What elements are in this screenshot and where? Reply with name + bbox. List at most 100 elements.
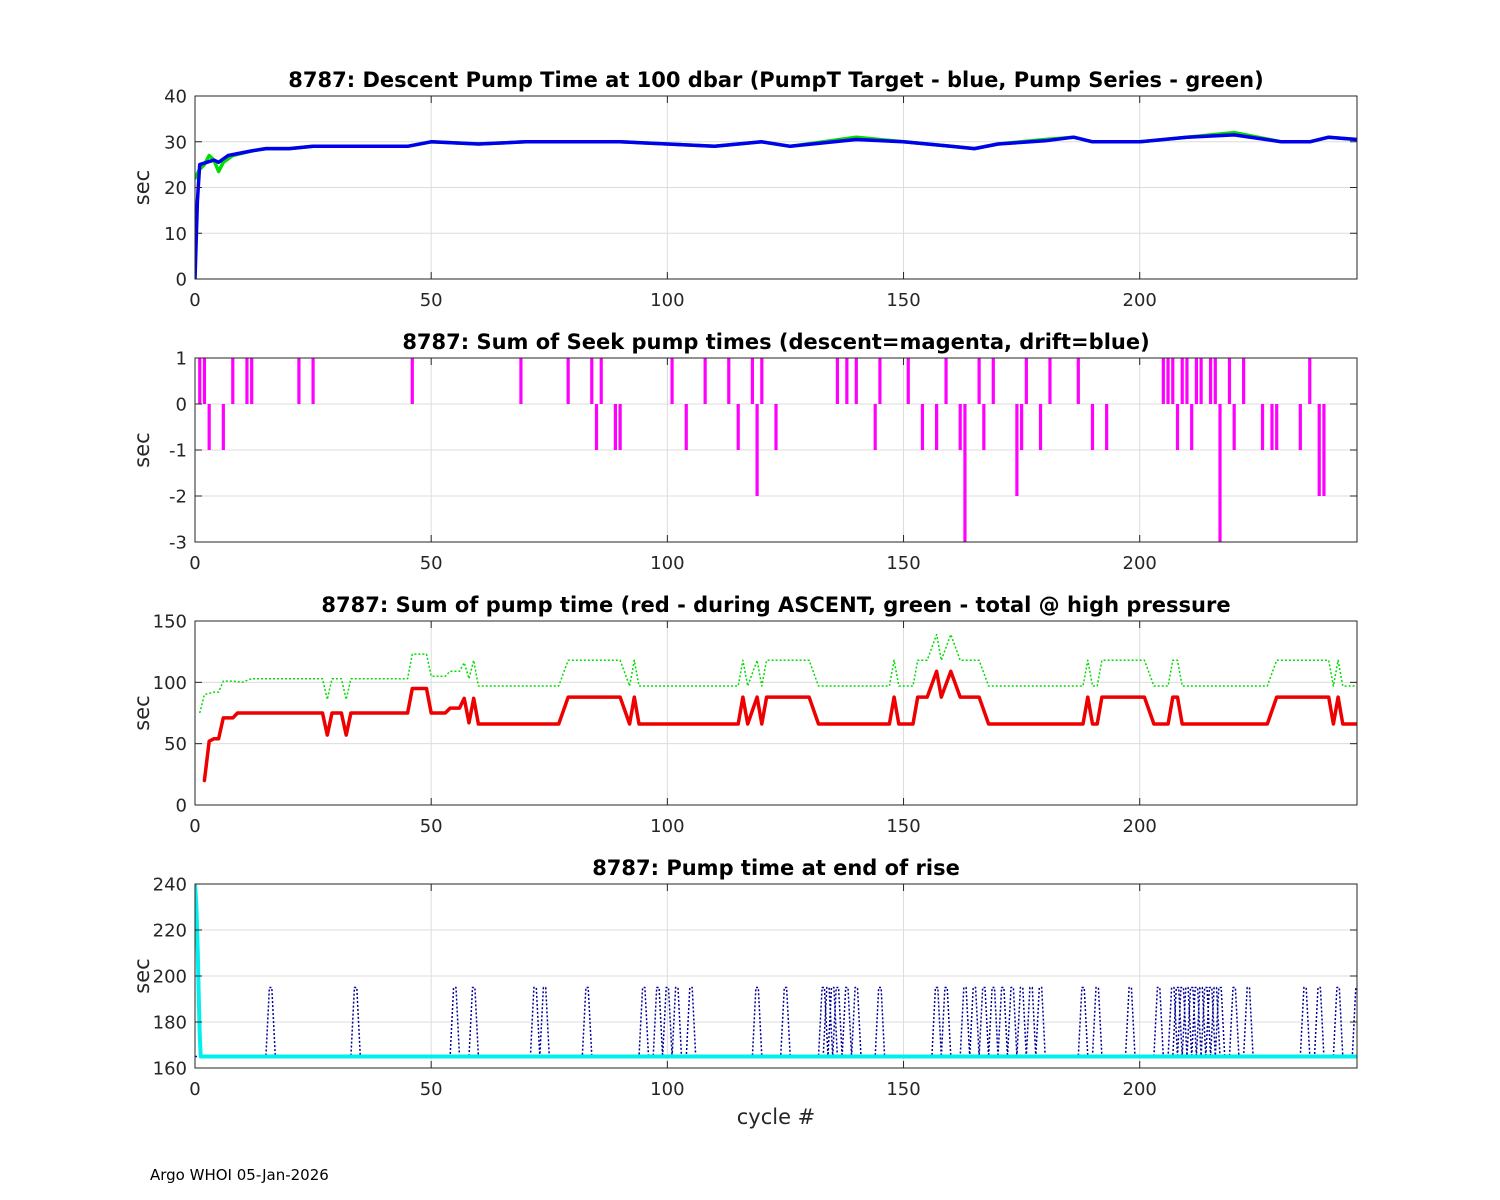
bar-mark bbox=[594, 404, 599, 450]
series-line-2 bbox=[195, 884, 1357, 1059]
bar-mark bbox=[1166, 358, 1170, 404]
bar-mark bbox=[1199, 358, 1203, 404]
bar-mark bbox=[878, 358, 882, 404]
bar-mark bbox=[613, 404, 617, 450]
y-tick-label: -3 bbox=[169, 533, 187, 554]
x-tick-label: 150 bbox=[886, 290, 920, 311]
x-tick-label: 0 bbox=[189, 553, 200, 574]
x-tick-label: 100 bbox=[650, 1079, 684, 1100]
bar-mark bbox=[1015, 404, 1019, 496]
y-tick-label: 200 bbox=[153, 967, 187, 988]
bar-mark bbox=[1260, 404, 1265, 450]
bar-mark bbox=[297, 358, 301, 404]
bar-mark bbox=[1298, 404, 1302, 450]
bar-mark bbox=[835, 358, 840, 404]
series-line-2 bbox=[202, 669, 1357, 783]
x-tick-label: 0 bbox=[189, 1079, 200, 1100]
bar-mark bbox=[977, 358, 981, 404]
bar-mark bbox=[1171, 358, 1175, 404]
y-tick-label: -1 bbox=[169, 441, 187, 462]
bar-mark bbox=[1175, 404, 1180, 450]
bar-mark bbox=[245, 358, 249, 404]
x-tick-label: 200 bbox=[1123, 816, 1157, 837]
y-axis-label: sec bbox=[130, 958, 154, 993]
plot-content bbox=[198, 358, 1326, 542]
plot-content bbox=[195, 130, 1357, 279]
x-tick-label: 150 bbox=[886, 1079, 920, 1100]
bar-mark bbox=[1208, 358, 1213, 404]
x-tick-label: 200 bbox=[1123, 553, 1157, 574]
bar-mark bbox=[684, 404, 688, 450]
chart-3: 0 50 100 150 200 0 50 100 150 8787: Sum of pump t… bbox=[130, 593, 1358, 837]
y-axis-label: sec bbox=[130, 695, 154, 730]
bar-mark bbox=[906, 358, 910, 404]
bar-mark bbox=[1161, 358, 1165, 404]
bar-mark bbox=[1038, 404, 1043, 450]
y-tick-label: 240 bbox=[153, 875, 187, 896]
x-tick-label: 200 bbox=[1123, 1079, 1157, 1100]
y-tick-label: 180 bbox=[153, 1013, 187, 1034]
y-tick-label: 150 bbox=[153, 612, 187, 633]
y-tick-label: 30 bbox=[164, 132, 187, 153]
y-tick-label: 0 bbox=[176, 395, 187, 416]
x-tick-label: 50 bbox=[420, 816, 443, 837]
bar-mark bbox=[755, 404, 759, 496]
bar-mark bbox=[958, 404, 962, 450]
chart-title: 8787: Descent Pump Time at 100 dbar (Pum… bbox=[288, 68, 1263, 92]
bar-mark bbox=[963, 404, 967, 542]
chart-2: 0 50 100 150 200 -3 -2 -1 0 1 8787: Sum of Seek pu… bbox=[130, 330, 1358, 574]
y-tick-label: 40 bbox=[164, 87, 187, 108]
x-tick-label: 0 bbox=[189, 816, 200, 837]
y-tick-label: 20 bbox=[164, 178, 187, 199]
bar-mark bbox=[1270, 404, 1274, 450]
bar-mark bbox=[670, 358, 674, 404]
x-tick-label: 50 bbox=[420, 553, 443, 574]
chart-1: 0 50 100 150 200 0 10 20 30 40 8787: Descent Pump … bbox=[130, 68, 1358, 311]
y-tick-label: 100 bbox=[153, 673, 187, 694]
bar-mark bbox=[920, 404, 925, 450]
bar-mark bbox=[207, 404, 211, 450]
bar-mark bbox=[590, 358, 594, 404]
bar-mark bbox=[1232, 404, 1236, 450]
bar-mark bbox=[1020, 404, 1024, 450]
bar-mark bbox=[944, 358, 948, 404]
y-tick-label: 0 bbox=[176, 796, 187, 817]
series-line-1 bbox=[198, 633, 1357, 714]
bar-mark bbox=[1218, 404, 1222, 542]
bar-mark bbox=[774, 404, 778, 450]
bar-mark bbox=[760, 358, 764, 404]
bar-mark bbox=[311, 358, 315, 404]
axes-box bbox=[194, 620, 1358, 806]
bar-mark bbox=[935, 404, 939, 450]
x-tick-label: 100 bbox=[650, 816, 684, 837]
x-tick-label: 150 bbox=[886, 816, 920, 837]
bar-mark bbox=[1024, 358, 1028, 404]
x-tick-label: 100 bbox=[650, 290, 684, 311]
bar-mark bbox=[1185, 358, 1189, 404]
bar-mark bbox=[1076, 358, 1080, 404]
bar-mark bbox=[1322, 404, 1326, 496]
plot-content bbox=[198, 633, 1357, 783]
chart-title: 8787: Sum of pump time (red - during ASC… bbox=[321, 593, 1230, 617]
bar-mark bbox=[736, 404, 740, 450]
bar-mark bbox=[991, 358, 995, 404]
bar-mark bbox=[1048, 358, 1052, 404]
y-axis-label: sec bbox=[130, 170, 154, 205]
bar-mark bbox=[1227, 358, 1232, 404]
series-line-2 bbox=[195, 133, 1357, 279]
y-axis-label: sec bbox=[130, 432, 154, 467]
bar-mark bbox=[1180, 358, 1184, 404]
bar-mark bbox=[1308, 358, 1312, 404]
bar-mark bbox=[845, 358, 849, 404]
bar-mark bbox=[1105, 404, 1109, 450]
bar-mark bbox=[703, 358, 707, 404]
plot-content bbox=[195, 884, 1357, 1059]
y-tick-label: 0 bbox=[176, 270, 187, 291]
bar-mark bbox=[1190, 404, 1194, 450]
bar-mark bbox=[250, 358, 254, 404]
bar-mark bbox=[982, 404, 986, 450]
bar-mark bbox=[750, 358, 754, 404]
x-tick-label: 50 bbox=[420, 290, 443, 311]
y-tick-label: 220 bbox=[153, 921, 187, 942]
